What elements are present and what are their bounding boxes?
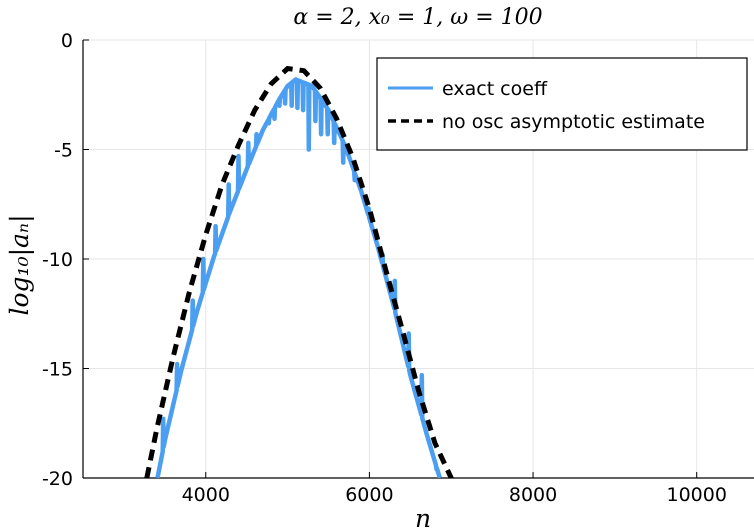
- y-tick-label: -20: [42, 468, 73, 490]
- y-tick-label: -15: [42, 359, 73, 381]
- legend-label-exact-coeff: exact coeff: [442, 78, 548, 100]
- series-exact-coeff: [155, 77, 442, 478]
- axes: [82, 39, 754, 479]
- tick-labels: 4000 6000 8000 10000 0 -5 -10 -15 -20: [42, 30, 727, 506]
- y-tick-label: 0: [61, 30, 73, 52]
- x-tick-label: 4000: [182, 484, 230, 506]
- legend-label-asymptotic-estimate: no osc asymptotic estimate: [442, 111, 705, 133]
- y-tick-label: -10: [42, 249, 73, 271]
- x-tick-label: 10000: [666, 484, 726, 506]
- series-asymptotic-estimate: [144, 65, 454, 478]
- legend-box: [376, 57, 748, 151]
- x-tick-label: 6000: [345, 484, 393, 506]
- legend: exact coeff no osc asymptotic estimate: [376, 57, 748, 151]
- y-tick-label: -5: [54, 140, 73, 162]
- x-axis-label: n: [415, 504, 431, 532]
- series-layer: [144, 65, 454, 478]
- chart-title: α = 2, x₀ = 1, ω = 100: [293, 5, 542, 30]
- x-tick-label: 8000: [509, 484, 557, 506]
- y-axis-label: log₁₀|aₙ|: [5, 215, 35, 316]
